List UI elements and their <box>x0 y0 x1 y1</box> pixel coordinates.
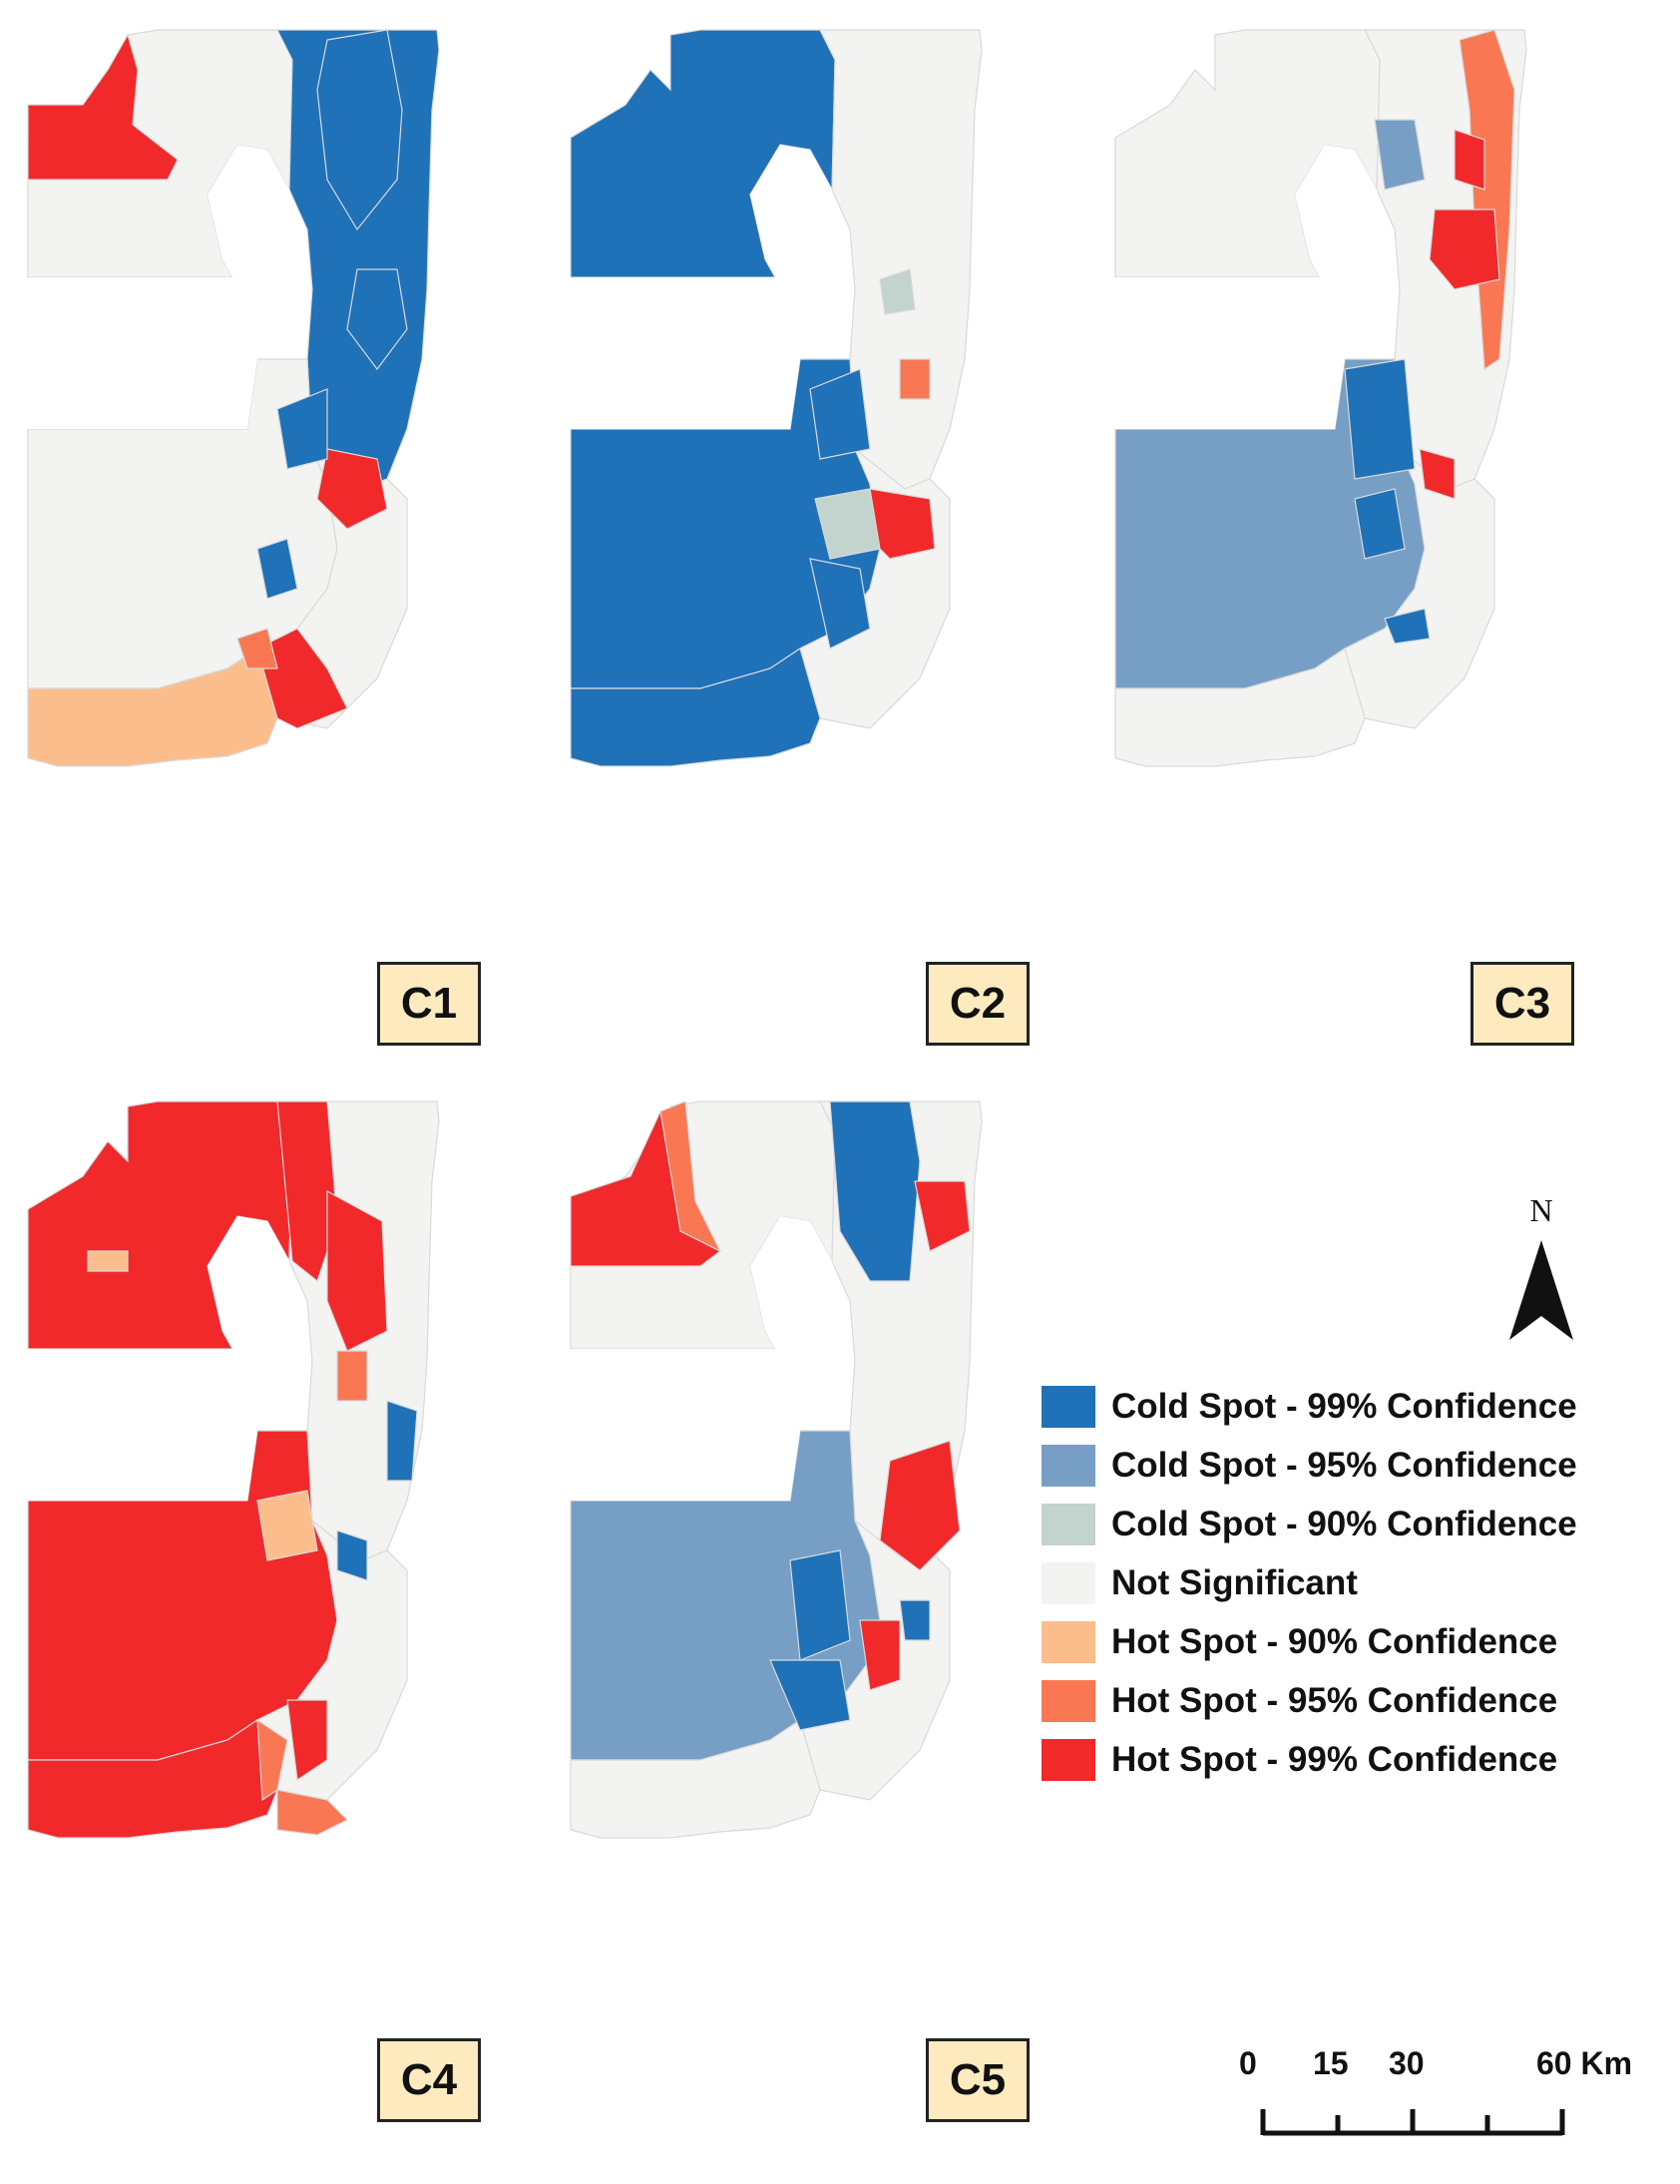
legend-item-cold-99: Cold Spot - 99% Confidence <box>1042 1377 1577 1436</box>
cold-patch <box>1384 608 1431 645</box>
legend-item-not-significant: Not Significant <box>1042 1553 1577 1612</box>
legend-swatch <box>1042 1561 1095 1604</box>
scale-tick-label-30: 30 <box>1389 2045 1425 2081</box>
legend-item-hot-95: Hot Spot - 95% Confidence <box>1042 1671 1577 1730</box>
cold-patch <box>879 268 916 315</box>
hot-patch <box>286 1699 328 1782</box>
hot-patch <box>256 628 348 729</box>
legend-item-hot-90: Hot Spot - 90% Confidence <box>1042 1612 1577 1671</box>
cold-patch <box>769 1659 851 1731</box>
legend-label: Cold Spot - 95% Confidence <box>1111 1445 1577 1485</box>
cold-patch <box>346 268 408 370</box>
scale-tick-label-15: 15 <box>1313 2045 1349 2081</box>
panel-label-c4: C4 <box>377 2038 481 2122</box>
panel-label-c2: C2 <box>926 962 1030 1046</box>
hot-patch <box>256 1718 288 1802</box>
cold-patch <box>809 368 871 460</box>
region-south-tip <box>1114 648 1366 767</box>
panel-label-c3: C3 <box>1470 962 1574 1046</box>
hot-patch <box>899 358 931 400</box>
panel-label-c1: C1 <box>377 962 481 1046</box>
hot-patch <box>256 1490 318 1561</box>
hot-patch <box>914 1180 971 1252</box>
water-notch <box>28 145 299 359</box>
cold-patch <box>809 558 871 650</box>
legend-item-hot-99: Hot Spot - 99% Confidence <box>1042 1730 1577 1789</box>
hot-patch <box>879 1440 961 1571</box>
map-c1 <box>27 29 440 767</box>
scale-bar-line <box>1260 2109 1565 2136</box>
legend-label: Cold Spot - 90% Confidence <box>1111 1504 1577 1543</box>
hot-patch <box>1454 129 1485 191</box>
water-notch <box>571 145 842 359</box>
water-notch <box>1115 145 1387 359</box>
map-c3 <box>1114 29 1527 767</box>
water-gap <box>28 359 257 429</box>
hot-patch <box>659 1100 722 1253</box>
legend-swatch <box>1042 1738 1095 1781</box>
legend-label: Not Significant <box>1111 1562 1358 1602</box>
legend: Cold Spot - 99% Confidence Cold Spot - 9… <box>1042 1377 1577 1789</box>
scale-tick-label-0: 0 <box>1239 2045 1257 2081</box>
legend-label: Cold Spot - 99% Confidence <box>1111 1386 1577 1426</box>
hot-patch <box>1429 209 1500 290</box>
water-notch <box>28 1216 299 1431</box>
cold-patch <box>899 1599 931 1641</box>
hot-patch <box>27 33 179 181</box>
hot-patch <box>87 1250 129 1272</box>
region-south-tip <box>27 1719 278 1839</box>
water-gap <box>571 1431 800 1501</box>
cold-patch <box>316 29 403 231</box>
cold-patch <box>1344 358 1416 480</box>
water-gap <box>28 1431 257 1501</box>
cold-patch <box>1374 119 1426 191</box>
legend-label: Hot Spot - 99% Confidence <box>1111 1739 1558 1779</box>
hot-patch <box>326 1189 388 1352</box>
panel-label-c5: C5 <box>926 2038 1030 2122</box>
hot-patch <box>236 628 278 669</box>
hot-patch <box>1419 448 1456 500</box>
legend-item-cold-95: Cold Spot - 95% Confidence <box>1042 1436 1577 1495</box>
legend-swatch <box>1042 1620 1095 1663</box>
cold-patch <box>789 1549 851 1661</box>
hot-patch <box>276 1789 349 1836</box>
legend-item-cold-90: Cold Spot - 90% Confidence <box>1042 1495 1577 1553</box>
legend-swatch <box>1042 1385 1095 1428</box>
legend-swatch <box>1042 1444 1095 1487</box>
cold-patch <box>1354 488 1406 560</box>
map-c2 <box>570 29 983 767</box>
legend-label: Hot Spot - 95% Confidence <box>1111 1680 1558 1720</box>
hot-patch <box>859 1619 901 1691</box>
region-south-tip <box>570 648 821 767</box>
north-arrow: N <box>1501 1192 1581 1342</box>
cold-patch <box>336 1529 368 1581</box>
cold-patch <box>829 1100 921 1282</box>
region-south-tip <box>27 648 278 767</box>
water-gap <box>1115 359 1345 429</box>
hot-patch <box>336 1350 368 1402</box>
legend-swatch <box>1042 1679 1095 1722</box>
cold-patch <box>814 488 881 560</box>
scale-tick-label-60: 60 Km <box>1536 2045 1633 2081</box>
region-southeast <box>1344 448 1495 729</box>
cold-patch <box>276 388 328 470</box>
water-gap <box>571 359 800 429</box>
legend-label: Hot Spot - 90% Confidence <box>1111 1621 1558 1661</box>
map-c4 <box>27 1100 440 1839</box>
water-notch <box>571 1216 842 1431</box>
region-south-tip <box>570 1719 821 1839</box>
scale-bar: 0 15 30 60 Km <box>1237 2045 1656 2145</box>
hot-patch <box>316 448 388 530</box>
north-arrow-icon <box>1509 1240 1573 1340</box>
north-letter: N <box>1529 1192 1553 1228</box>
map-c5 <box>570 1100 983 1839</box>
legend-swatch <box>1042 1503 1095 1545</box>
cold-patch <box>256 538 298 600</box>
cold-patch <box>386 1400 418 1482</box>
